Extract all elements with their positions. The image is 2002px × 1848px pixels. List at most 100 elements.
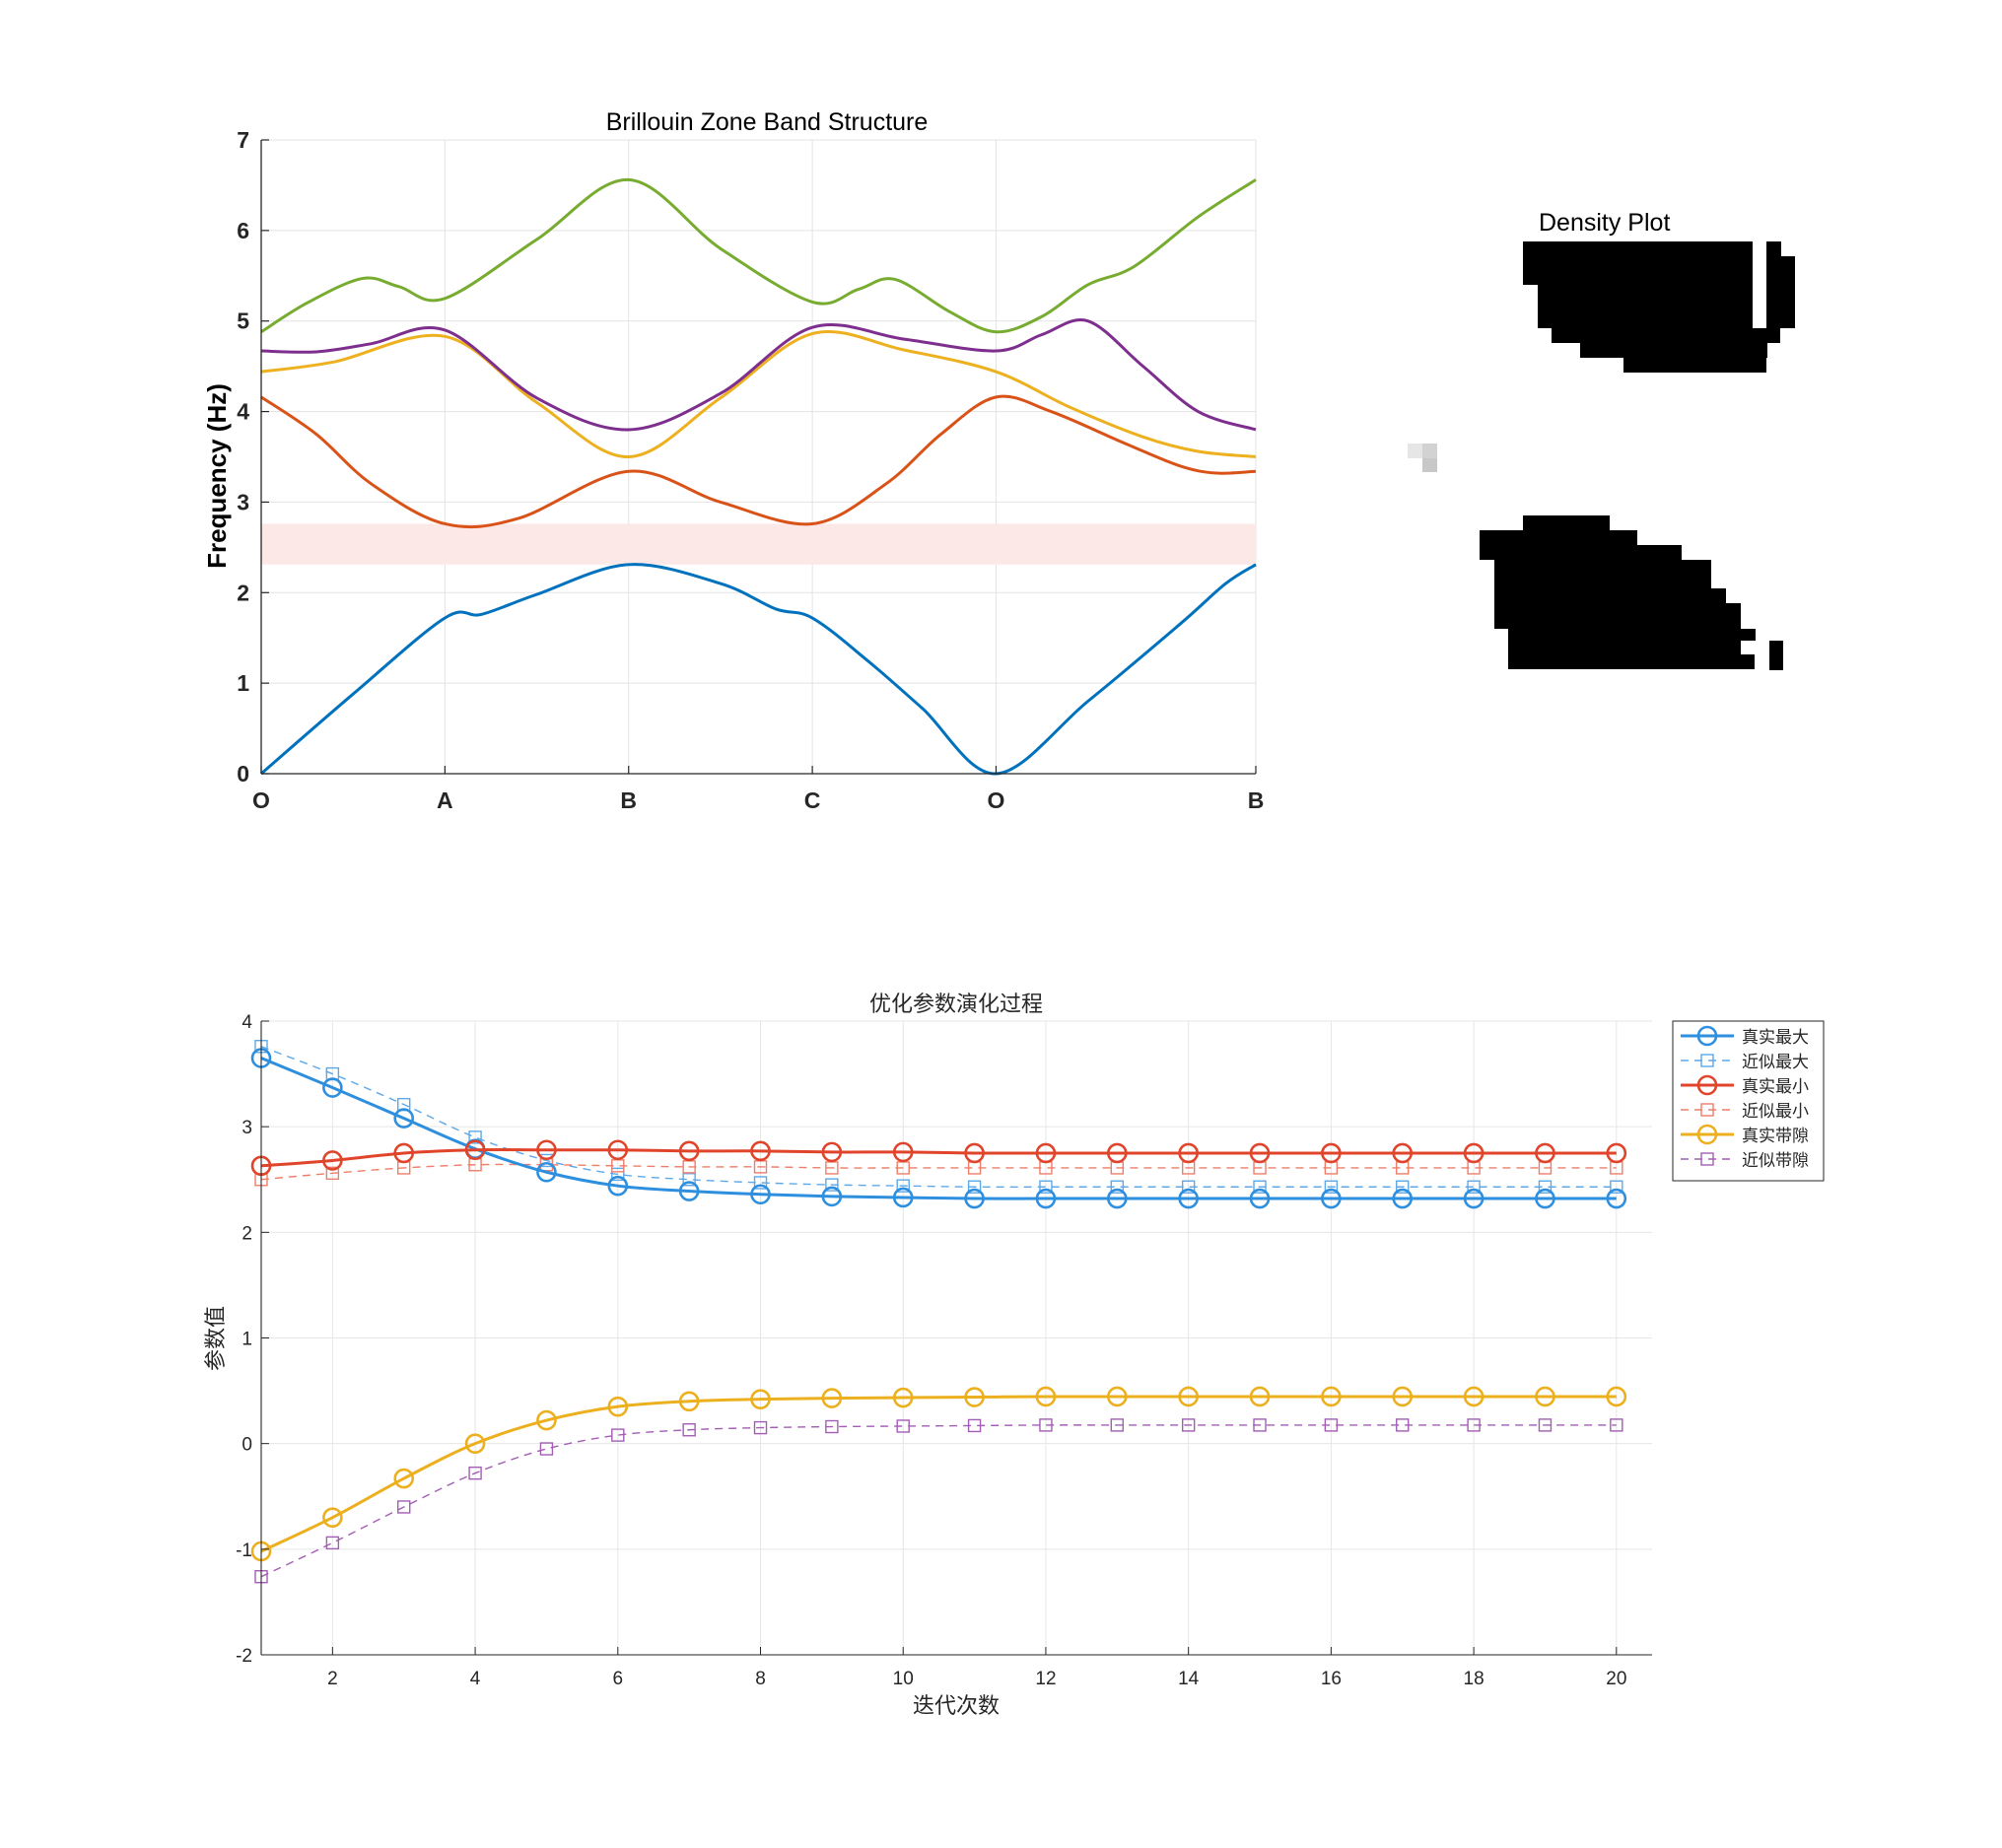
opt-data-point [536, 1139, 557, 1161]
opt-x-tick-label: 4 [470, 1669, 481, 1689]
opt-data-point [1535, 1142, 1555, 1164]
opt-data-point [1178, 1142, 1199, 1164]
opt-x-tick-label: 6 [613, 1669, 624, 1689]
opt-data-point [1463, 1386, 1484, 1407]
opt-data-point [1110, 1180, 1125, 1194]
opt-x-tick-label: 18 [1464, 1669, 1484, 1689]
opt-data-point [1538, 1418, 1553, 1432]
opt-title: 优化参数演化过程 [869, 992, 1043, 1017]
band-x-tick-label: B [1248, 787, 1265, 813]
opt-data-point [1107, 1188, 1128, 1209]
opt-data-point [892, 1141, 914, 1163]
opt-y-tick-label: 3 [242, 1118, 252, 1138]
opt-data-point [397, 1500, 411, 1514]
opt-legend-box [1672, 1020, 1825, 1182]
band-y-tick-label: 3 [237, 489, 249, 514]
band-y-tick-label: 7 [237, 127, 249, 153]
opt-data-point [1035, 1386, 1057, 1407]
opt-data-point [393, 1142, 415, 1164]
opt-legend-swatch-marker [1700, 1103, 1714, 1117]
opt-legend-label: 真实最小 [1742, 1077, 1809, 1097]
opt-data-point [1253, 1180, 1267, 1194]
opt-data-point [682, 1173, 696, 1187]
opt-data-point [678, 1391, 700, 1412]
opt-data-point [1324, 1180, 1339, 1194]
opt-y-tick-label: 1 [242, 1330, 252, 1350]
opt-y-tick-label: 4 [242, 1012, 252, 1033]
opt-data-point [1606, 1386, 1627, 1407]
opt-data-point [1610, 1180, 1623, 1194]
opt-legend-swatch-marker [1696, 1124, 1718, 1145]
opt-data-point [1606, 1142, 1627, 1164]
opt-series-line [260, 1148, 1617, 1168]
band-y-tick-label: 5 [237, 308, 249, 334]
opt-x-tick-label: 12 [1035, 1669, 1056, 1689]
opt-data-point [325, 1536, 340, 1550]
opt-series-line [260, 1057, 1617, 1200]
opt-data-point [539, 1442, 554, 1456]
opt-data-point [468, 1466, 482, 1480]
opt-data-point [393, 1108, 415, 1129]
opt-x-tick-label: 10 [893, 1669, 914, 1689]
opt-data-point [1606, 1188, 1627, 1209]
band-x-tick-label: O [252, 787, 270, 813]
opt-data-point [1253, 1418, 1267, 1432]
density-title: Density Plot [1539, 209, 1670, 237]
opt-data-point [325, 1166, 340, 1181]
opt-data-point [1110, 1418, 1125, 1432]
density-blob-bottom [1480, 515, 1783, 670]
band-line-5 [260, 177, 1257, 334]
opt-data-point [1107, 1386, 1128, 1407]
band-x-tick-label: O [988, 787, 1005, 813]
opt-data-point [896, 1419, 910, 1433]
opt-data-point [1178, 1188, 1199, 1209]
opt-data-point [1039, 1418, 1053, 1432]
opt-legend-entry: 真实带隙 [1681, 1124, 1809, 1146]
opt-data-point [1467, 1418, 1481, 1432]
opt-data-point [1107, 1142, 1128, 1164]
opt-legend-entry: 近似最大 [1681, 1053, 1809, 1072]
band-y-tick-label: 2 [237, 580, 249, 605]
opt-data-point [611, 1428, 625, 1442]
opt-data-point [967, 1418, 982, 1433]
opt-data-point [750, 1389, 771, 1409]
opt-legend-label: 真实最大 [1742, 1028, 1809, 1048]
band-gap-region [261, 523, 1256, 565]
opt-data-point [750, 1184, 771, 1205]
opt-y-tick-label: -1 [236, 1540, 252, 1561]
opt-data-point [1321, 1386, 1342, 1407]
opt-data-point [964, 1142, 985, 1164]
opt-data-point [393, 1468, 415, 1489]
opt-data-point [892, 1187, 914, 1208]
opt-data-point [322, 1150, 343, 1171]
band-y-axis-label: Frequency (Hz) [202, 383, 232, 569]
density-plot: Density Plot [1408, 209, 1795, 670]
band-x-tick-label: B [620, 787, 637, 813]
opt-data-point [1249, 1142, 1271, 1164]
opt-legend-entry: 真实最小 [1681, 1074, 1809, 1097]
band-line-1 [260, 563, 1257, 776]
band-line-3 [260, 330, 1257, 459]
opt-data-point [1463, 1142, 1484, 1164]
opt-x-axis-label: 迭代次数 [913, 1694, 1000, 1719]
opt-data-point [1249, 1386, 1271, 1407]
opt-data-point [464, 1139, 486, 1161]
opt-x-tick-label: 8 [755, 1669, 766, 1689]
opt-data-point [825, 1178, 839, 1192]
opt-data-point [322, 1507, 343, 1528]
opt-legend-label: 真实带隙 [1742, 1127, 1809, 1146]
band-line-4 [260, 318, 1257, 432]
opt-data-point [1321, 1188, 1342, 1209]
opt-data-point [1392, 1386, 1414, 1407]
opt-data-point [1538, 1180, 1553, 1194]
opt-data-point [1467, 1180, 1481, 1194]
opt-legend-entry: 近似带隙 [1681, 1151, 1809, 1171]
opt-data-point [1396, 1418, 1410, 1432]
band-structure-chart: O A B C O B 0 1 2 3 4 5 6 7 Brillouin Zone Band Struc… [202, 108, 1264, 813]
opt-series-1 [250, 1048, 1627, 1209]
opt-data-point [322, 1077, 343, 1098]
opt-data-point [1321, 1142, 1342, 1164]
